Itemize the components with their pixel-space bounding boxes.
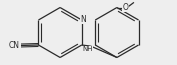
Text: N: N [80,15,86,24]
Text: CN: CN [8,41,19,50]
Text: O: O [122,3,128,12]
Text: NH: NH [82,46,93,52]
